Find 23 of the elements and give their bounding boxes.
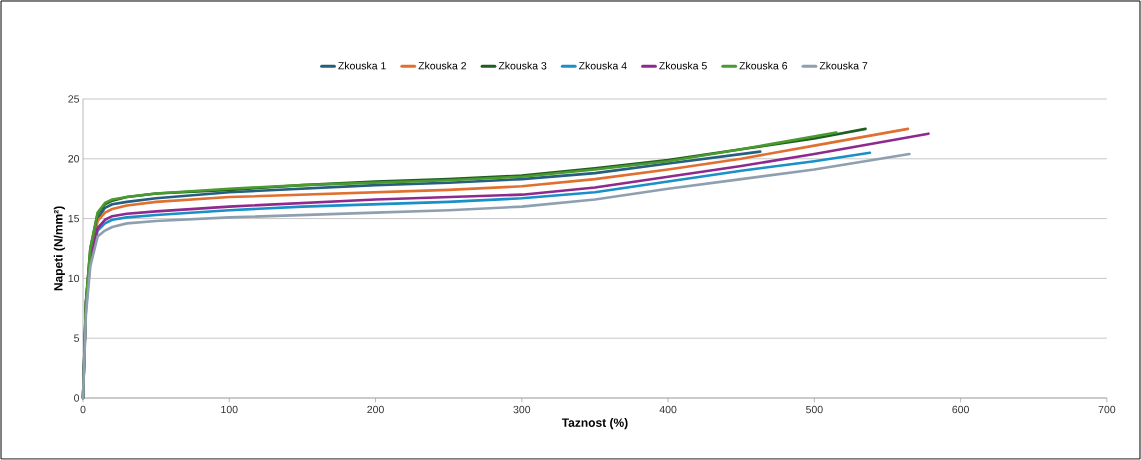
y-tick-label: 0 [74, 394, 80, 402]
x-tick-label: 300 [513, 405, 531, 414]
legend-label: Zkouska 7 [819, 61, 868, 70]
legend-label: Zkouska 5 [659, 61, 707, 70]
x-tick-label: 200 [367, 405, 384, 414]
legend-label: Zkouska 1 [338, 61, 386, 70]
y-tick-label: 15 [68, 214, 80, 223]
x-tick-label: 0 [80, 405, 86, 414]
y-axis-title: Napeti (N/mm²) [53, 206, 65, 291]
y-tick-label: 5 [74, 334, 80, 342]
legend-label: Zkouska 2 [418, 61, 467, 70]
x-tick-label: 700 [1098, 405, 1116, 414]
legend-label: Zkouska 4 [578, 61, 627, 70]
legend-label: Zkouska 6 [739, 61, 788, 70]
x-axis-title: Taznost (%) [561, 418, 628, 430]
legend-label: Zkouska 3 [498, 61, 547, 70]
x-tick-label: 500 [806, 405, 823, 414]
x-tick-label: 100 [221, 405, 238, 414]
y-tick-label: 20 [68, 155, 80, 163]
y-tick-label: 10 [68, 274, 80, 283]
x-tick-label: 400 [659, 405, 677, 414]
x-tick-label: 600 [952, 405, 969, 414]
y-tick-label: 25 [68, 95, 80, 103]
